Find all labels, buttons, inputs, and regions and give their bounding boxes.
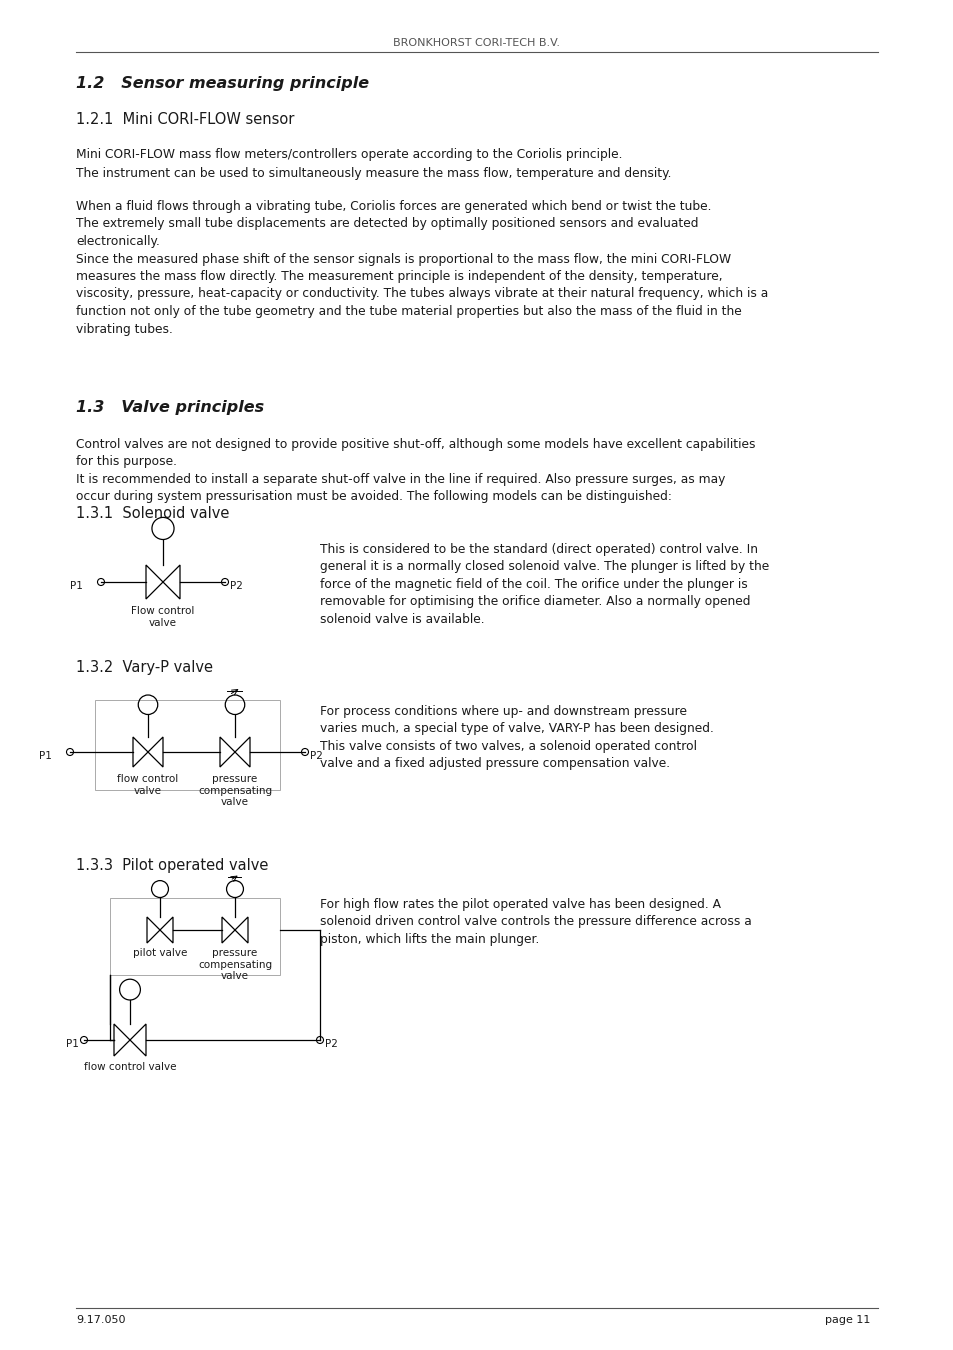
Text: P1: P1 xyxy=(71,580,83,591)
Text: P2: P2 xyxy=(310,751,322,761)
Text: Control valves are not designed to provide positive shut-off, although some mode: Control valves are not designed to provi… xyxy=(76,437,755,504)
Text: 1.2   Sensor measuring principle: 1.2 Sensor measuring principle xyxy=(76,76,369,90)
Text: P1: P1 xyxy=(66,1040,79,1049)
Text: 9.17.050: 9.17.050 xyxy=(76,1315,126,1324)
Text: Flow control
valve: Flow control valve xyxy=(132,606,194,628)
Text: 1.2.1  Mini CORI-FLOW sensor: 1.2.1 Mini CORI-FLOW sensor xyxy=(76,112,294,127)
Text: 1.3.2  Vary-P valve: 1.3.2 Vary-P valve xyxy=(76,660,213,675)
Text: For high flow rates the pilot operated valve has been designed. A
solenoid drive: For high flow rates the pilot operated v… xyxy=(319,898,751,946)
Text: BRONKHORST CORI-TECH B.V.: BRONKHORST CORI-TECH B.V. xyxy=(393,38,560,49)
Text: When a fluid flows through a vibrating tube, Coriolis forces are generated which: When a fluid flows through a vibrating t… xyxy=(76,200,767,336)
Text: flow control valve: flow control valve xyxy=(84,1062,176,1072)
Text: 1.3   Valve principles: 1.3 Valve principles xyxy=(76,400,264,414)
Text: P2: P2 xyxy=(230,580,243,591)
Text: 1.3.3  Pilot operated valve: 1.3.3 Pilot operated valve xyxy=(76,859,268,873)
Text: pilot valve: pilot valve xyxy=(132,948,187,958)
Text: pressure
compensating
valve: pressure compensating valve xyxy=(197,948,272,981)
Text: For process conditions where up- and downstream pressure
varies much, a special : For process conditions where up- and dow… xyxy=(319,705,713,771)
Text: This is considered to be the standard (direct operated) control valve. In
genera: This is considered to be the standard (d… xyxy=(319,543,768,626)
Text: flow control
valve: flow control valve xyxy=(117,774,178,795)
Text: page 11: page 11 xyxy=(823,1315,869,1324)
Text: pressure
compensating
valve: pressure compensating valve xyxy=(197,774,272,807)
Text: P2: P2 xyxy=(325,1040,337,1049)
Text: 1.3.1  Solenoid valve: 1.3.1 Solenoid valve xyxy=(76,506,229,521)
Text: P1: P1 xyxy=(39,751,52,761)
Text: Mini CORI-FLOW mass flow meters/controllers operate according to the Coriolis pr: Mini CORI-FLOW mass flow meters/controll… xyxy=(76,148,671,180)
